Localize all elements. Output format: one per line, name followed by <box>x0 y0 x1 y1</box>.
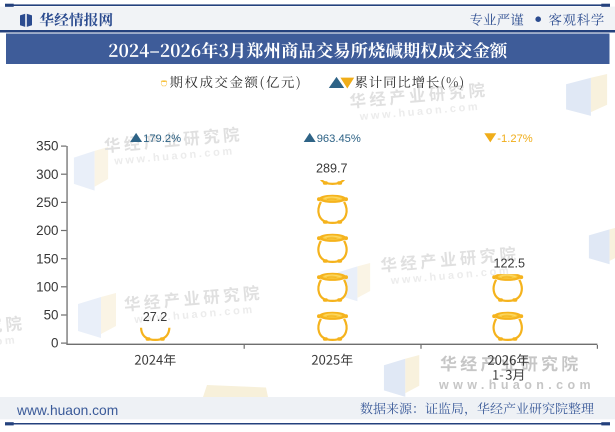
svg-text:50: 50 <box>44 308 59 323</box>
svg-text:250: 250 <box>36 195 58 210</box>
svg-text:300: 300 <box>36 167 58 182</box>
svg-text:www.huaon.com: www.huaon.com <box>438 378 595 392</box>
svg-text:www.huaon.com: www.huaon.com <box>16 403 118 418</box>
svg-text:289.7: 289.7 <box>316 162 348 176</box>
svg-text:179.2%: 179.2% <box>143 133 181 145</box>
svg-text:100: 100 <box>36 279 58 294</box>
svg-text:27.2: 27.2 <box>143 310 168 324</box>
svg-text:0: 0 <box>51 336 58 351</box>
svg-text:200: 200 <box>36 223 58 238</box>
svg-text:350: 350 <box>36 139 58 154</box>
svg-text:150: 150 <box>36 251 58 266</box>
svg-text:122.5: 122.5 <box>493 256 525 270</box>
svg-text:-1.27%: -1.27% <box>497 133 532 145</box>
svg-text:963.45%: 963.45% <box>317 133 361 145</box>
